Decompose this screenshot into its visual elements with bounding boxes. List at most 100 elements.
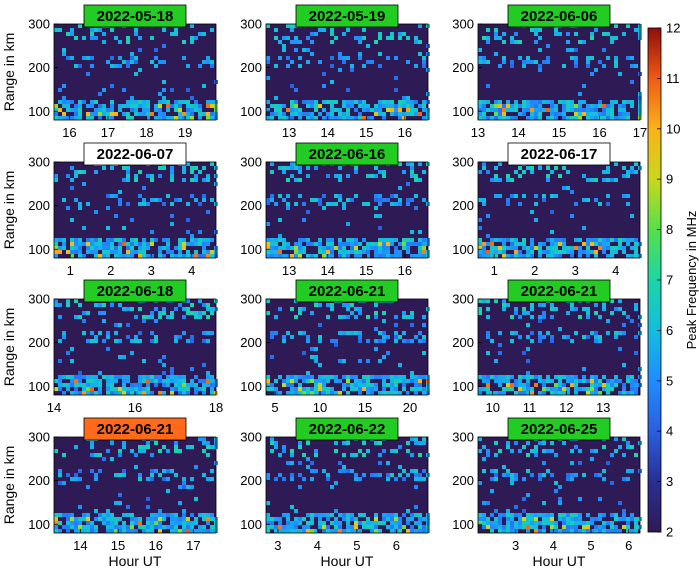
heatmap-cell: [286, 379, 290, 383]
heatmap-cell: [190, 170, 194, 174]
heatmap-cell: [298, 307, 302, 311]
heatmap-cell: [102, 311, 106, 315]
heatmap-cell: [130, 116, 134, 120]
heatmap-cell: [310, 391, 314, 395]
heatmap-cell: [354, 166, 358, 170]
heatmap-cell: [82, 36, 86, 40]
heatmap-cell: [406, 529, 410, 533]
heatmap-cell: [142, 100, 146, 104]
heatmap-cell: [506, 441, 510, 445]
heatmap-cell: [338, 166, 342, 170]
x-tick-label: 15: [358, 400, 372, 415]
heatmap-cell: [494, 517, 498, 521]
heatmap-cell: [506, 525, 510, 529]
heatmap-cell: [182, 331, 186, 335]
heatmap-cell: [566, 40, 570, 44]
heatmap-cell: [162, 166, 166, 170]
heatmap-cell: [634, 529, 638, 533]
heatmap-cell: [90, 116, 94, 120]
heatmap-cell: [606, 242, 610, 246]
heatmap-cell: [270, 194, 274, 198]
heatmap-cell: [190, 335, 194, 339]
heatmap-cell: [102, 112, 106, 116]
heatmap-cell: [634, 525, 638, 529]
heatmap-cell: [154, 517, 158, 521]
heatmap-cell: [74, 391, 78, 395]
heatmap-cell: [338, 238, 342, 242]
heatmap-cell: [406, 60, 410, 64]
heatmap-cell: [74, 521, 78, 525]
heatmap-cell: [206, 513, 210, 517]
heatmap-cell: [66, 299, 70, 303]
heatmap-cell: [630, 383, 634, 387]
heatmap-cell: [110, 375, 114, 379]
heatmap-cell: [414, 485, 418, 489]
heatmap-cell: [574, 238, 578, 242]
heatmap-cell: [534, 108, 538, 112]
heatmap-cell: [350, 250, 354, 254]
heatmap-cell: [190, 178, 194, 182]
heatmap-cell: [486, 331, 490, 335]
heatmap-cell: [178, 449, 182, 453]
heatmap-cell: [70, 383, 74, 387]
x-tick-label: 3: [148, 263, 155, 278]
heatmap-cell: [618, 108, 622, 112]
heatmap-cell: [62, 375, 66, 379]
heatmap-cell: [590, 36, 594, 40]
heatmap-cell: [362, 383, 366, 387]
heatmap-cell: [534, 100, 538, 104]
heatmap-cell: [194, 178, 198, 182]
heatmap-cell: [202, 84, 206, 88]
heatmap-cell: [350, 383, 354, 387]
heatmap-cell: [138, 517, 142, 521]
heatmap-cell: [618, 116, 622, 120]
heatmap-cell: [374, 104, 378, 108]
heatmap-cell: [538, 521, 542, 525]
heatmap-cell: [114, 36, 118, 40]
heatmap-cell: [110, 529, 114, 533]
heatmap-cell: [498, 250, 502, 254]
heatmap-cell: [478, 56, 482, 60]
heatmap-cell: [298, 441, 302, 445]
heatmap-cell: [206, 178, 210, 182]
heatmap-cell: [138, 525, 142, 529]
heatmap-cell: [114, 379, 118, 383]
heatmap-cell: [182, 307, 186, 311]
heatmap-cell: [302, 517, 306, 521]
heatmap-cell: [518, 375, 522, 379]
colorbar-tick-label: 7: [666, 273, 673, 288]
heatmap-cell: [614, 56, 618, 60]
heatmap-cell: [378, 246, 382, 250]
heatmap-cell: [618, 347, 622, 351]
heatmap-cell: [278, 116, 282, 120]
heatmap-cell: [314, 32, 318, 36]
heatmap-cell: [114, 501, 118, 505]
heatmap-cell: [414, 383, 418, 387]
heatmap-cell: [282, 246, 286, 250]
heatmap-cell: [82, 254, 86, 258]
heatmap-cell: [298, 246, 302, 250]
heatmap-cell: [150, 36, 154, 40]
heatmap-cell: [146, 379, 150, 383]
heatmap-cell: [550, 441, 554, 445]
heatmap-cell: [526, 104, 530, 108]
heatmap-cell: [554, 166, 558, 170]
heatmap-cell: [406, 112, 410, 116]
y-tick-label: 200: [240, 198, 262, 213]
heatmap-cell: [202, 517, 206, 521]
heatmap-cell: [286, 254, 290, 258]
heatmap-cell: [630, 100, 634, 104]
heatmap-cell: [166, 116, 170, 120]
heatmap-cell: [362, 108, 366, 112]
heatmap-cell: [266, 116, 270, 120]
heatmap-cell: [494, 391, 498, 395]
heatmap-cell: [354, 250, 358, 254]
heatmap-cell: [374, 40, 378, 44]
heatmap-cell: [162, 513, 166, 517]
heatmap-cell: [266, 222, 270, 226]
heatmap-cell: [298, 170, 302, 174]
heatmap-cell: [110, 100, 114, 104]
heatmap-cell: [574, 56, 578, 60]
heatmap-cell: [174, 28, 178, 32]
heatmap-cell: [406, 339, 410, 343]
